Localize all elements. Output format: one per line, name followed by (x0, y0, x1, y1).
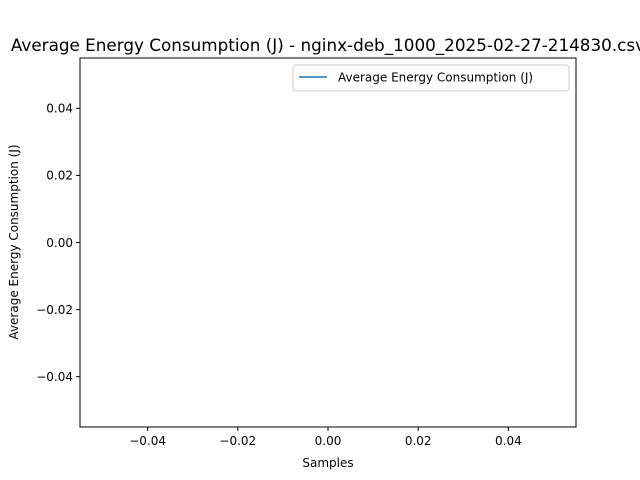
plot-area (79, 57, 577, 428)
y-tick-label: −0.02 (36, 303, 73, 317)
legend: Average Energy Consumption (J) (292, 64, 570, 92)
legend-label: Average Energy Consumption (J) (338, 71, 533, 85)
y-tick-label: −0.04 (36, 370, 73, 384)
y-axis-label: Average Energy Consumption (J) (7, 144, 21, 339)
x-axis-ticks: −0.04 −0.02 0.00 0.02 0.04 (129, 427, 522, 448)
y-tick-label: 0.02 (46, 169, 73, 183)
x-axis-label: Samples (302, 456, 353, 470)
x-tick-label: −0.04 (129, 434, 166, 448)
x-tick-label: 0.04 (495, 434, 522, 448)
legend-box (292, 64, 570, 92)
x-tick-label: −0.02 (219, 434, 256, 448)
x-tick-label: 0.02 (405, 434, 432, 448)
y-tick-label: 0.04 (46, 102, 73, 116)
chart-title: Average Energy Consumption (J) - nginx-d… (11, 35, 640, 56)
y-axis-ticks: −0.04 −0.02 0.00 0.02 0.04 (36, 102, 80, 384)
x-tick-label: 0.00 (315, 434, 342, 448)
y-tick-label: 0.00 (46, 236, 73, 250)
plot-background (80, 58, 576, 427)
